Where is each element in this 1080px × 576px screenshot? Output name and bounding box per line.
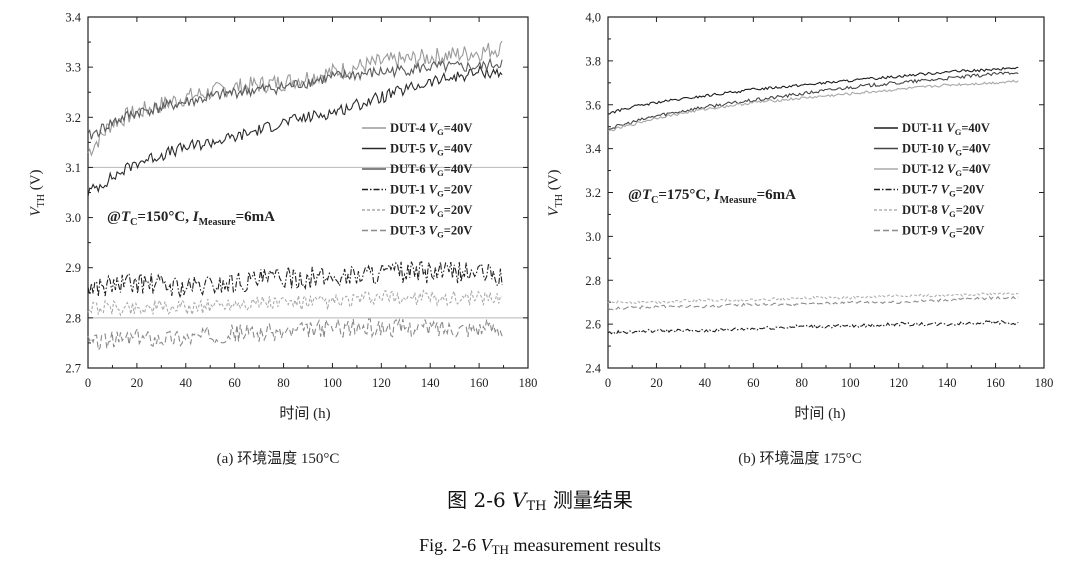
- panel-caption: (b) 环境温度 175°C: [738, 449, 862, 467]
- y-tick-label: 3.4: [65, 11, 81, 25]
- series-line-dut-4: [87, 40, 503, 157]
- y-tick-label: 2.6: [585, 318, 601, 332]
- y-tick-label: 2.7: [65, 362, 81, 376]
- x-tick-label: 100: [323, 376, 342, 390]
- y-tick-label: 2.4: [585, 362, 601, 376]
- series-line-dut-12: [607, 79, 1019, 132]
- series-line-dut-6: [87, 57, 503, 140]
- y-axis-label: VTH (V): [28, 169, 47, 216]
- x-tick-label: 40: [699, 376, 712, 390]
- y-tick-label: 2.8: [65, 311, 81, 325]
- x-tick-label: 160: [986, 376, 1005, 390]
- x-tick-label: 140: [421, 376, 440, 390]
- legend-label: DUT-1 VG=20V: [390, 183, 472, 199]
- y-tick-label: 3.0: [585, 230, 601, 244]
- chart-panel-a: 0 20 40 60 80 100 120 140 160 180 2.7 2.8 2.9 3.0 3.1 3…: [28, 11, 537, 468]
- figure-caption-chinese: 图 2-6 VTH 测量结果: [447, 488, 633, 514]
- legend-label: DUT-5 VG=40V: [390, 142, 472, 158]
- legend-label: DUT-9 VG=20V: [902, 224, 984, 240]
- legend-label: DUT-11 VG=40V: [902, 121, 990, 137]
- series-line-dut-11: [607, 66, 1019, 115]
- x-tick-label: 60: [228, 376, 241, 390]
- series-line-dut-9: [607, 295, 1019, 311]
- y-tick-label: 3.2: [65, 111, 81, 125]
- legend: DUT-11 VG=40V DUT-10 VG=40V DUT-12 VG=40V D…: [874, 121, 991, 240]
- x-tick-label: 80: [277, 376, 290, 390]
- y-tick-label: 3.3: [65, 61, 81, 75]
- legend-label: DUT-10 VG=40V: [902, 142, 991, 158]
- x-tick-label: 60: [747, 376, 760, 390]
- y-tick-label: 3.2: [585, 186, 601, 200]
- x-tick-label: 120: [889, 376, 908, 390]
- x-tick-label: 140: [938, 376, 957, 390]
- y-tick-label: 3.1: [65, 161, 81, 175]
- series-line-dut-10: [607, 71, 1019, 131]
- series-line-dut-5: [87, 65, 503, 197]
- y-tick-label: 3.0: [65, 211, 81, 225]
- condition-annotation: @TC=150°C, IMeasure=6mA: [107, 209, 275, 228]
- series-line-dut-8: [607, 291, 1019, 305]
- series-line-dut-3: [87, 317, 503, 352]
- x-tick-label: 180: [519, 376, 538, 390]
- series-line-dut-1: [87, 261, 503, 298]
- x-axis-label: 时间 (h): [794, 405, 845, 422]
- series-line-dut-2: [87, 289, 503, 317]
- x-tick-label: 80: [796, 376, 809, 390]
- x-tick-label: 20: [131, 376, 144, 390]
- figure-caption-english: Fig. 2-6 VTH measurement results: [419, 535, 661, 557]
- legend-label: DUT-3 VG=20V: [390, 224, 472, 240]
- x-tick-label: 40: [180, 376, 193, 390]
- x-tick-label: 0: [605, 376, 611, 390]
- y-tick-label: 2.8: [585, 274, 601, 288]
- x-tick-label: 160: [470, 376, 489, 390]
- y-tick-label: 3.6: [585, 98, 601, 112]
- y-axis-label: VTH (V): [546, 169, 565, 216]
- legend-label: DUT-12 VG=40V: [902, 162, 991, 178]
- legend-label: DUT-2 VG=20V: [390, 203, 472, 219]
- x-axis-label: 时间 (h): [279, 405, 330, 422]
- legend: DUT-4 VG=40V DUT-5 VG=40V DUT-6 VG=40V DUT-…: [362, 121, 472, 240]
- x-tick-label: 20: [650, 376, 663, 390]
- legend-label: DUT-6 VG=40V: [390, 162, 472, 178]
- y-tick-label: 2.9: [65, 261, 81, 275]
- series-line-dut-7: [607, 320, 1019, 336]
- condition-annotation: @TC=175°C, IMeasure=6mA: [628, 187, 796, 206]
- y-tick-label: 4,0: [585, 11, 601, 25]
- legend-label: DUT-8 VG=20V: [902, 203, 984, 219]
- legend-label: DUT-4 VG=40V: [390, 121, 472, 137]
- x-tick-label: 180: [1035, 376, 1054, 390]
- x-tick-label: 120: [372, 376, 391, 390]
- x-tick-label: 100: [841, 376, 860, 390]
- legend-label: DUT-7 VG=20V: [902, 183, 984, 199]
- x-tick-label: 0: [85, 376, 91, 390]
- chart-panel-b: 0 20 40 60 80 100 120 140 160 180 2.4 2.6 2.8 3.0 3.2 3…: [546, 11, 1053, 468]
- panel-caption: (a) 环境温度 150°C: [217, 449, 340, 467]
- y-tick-label: 3.8: [585, 54, 601, 68]
- y-tick-label: 3.4: [585, 142, 601, 156]
